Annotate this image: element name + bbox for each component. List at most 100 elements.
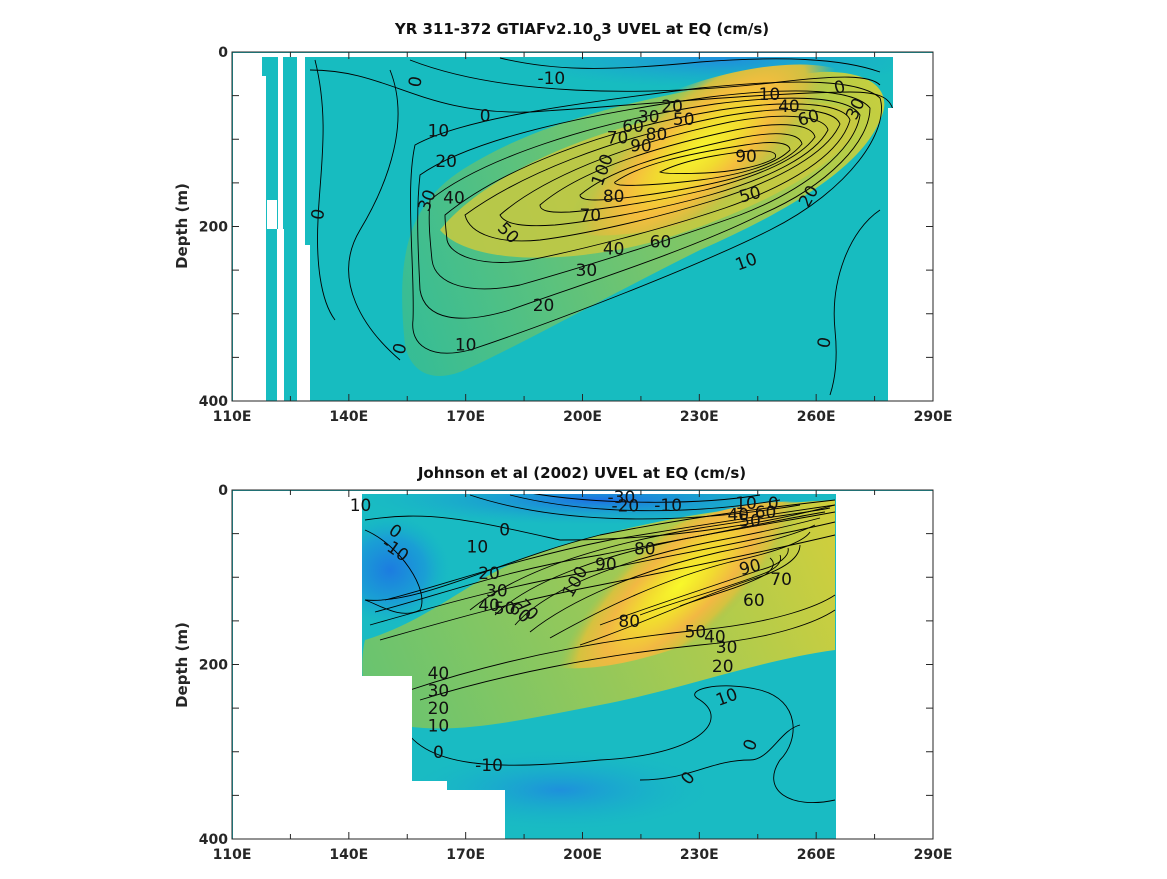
- top-contour-label: 90: [735, 147, 757, 167]
- bottom-contour-label: 0: [433, 743, 444, 763]
- bottom-contour-label: 80: [618, 612, 640, 632]
- bottom-masks: [233, 491, 933, 839]
- top-mask-1: [267, 200, 277, 229]
- bottom-mask-right: [836, 491, 933, 839]
- top-contour-label: 10: [455, 335, 477, 355]
- top-x-tick-label: 260E: [797, 409, 836, 425]
- bottom-contour-label: 30: [428, 682, 450, 702]
- bottom-chart-title: Johnson et al (2002) UVEL at EQ (cm/s): [417, 464, 746, 482]
- bottom-contour-label: 40: [428, 664, 450, 684]
- top-contour-label: 10: [428, 122, 450, 142]
- top-x-tick-label: 290E: [914, 409, 953, 425]
- bottom-contour-label: 70: [770, 570, 792, 590]
- top-x-tick-label: 110E: [213, 409, 252, 425]
- bottom-x-tick-label: 110E: [213, 847, 252, 863]
- bottom-contour-label: 60: [743, 591, 765, 611]
- top-contour-label: 0: [832, 77, 848, 99]
- top-contour-label: 90: [630, 136, 652, 156]
- top-contour-label: 40: [443, 189, 465, 209]
- top-mask-5: [262, 57, 266, 76]
- top-contour-label: 0: [405, 75, 427, 89]
- bottom-contour-label: 40: [727, 505, 749, 525]
- bottom-contour-label: 10: [350, 496, 372, 516]
- top-contour-label: 10: [759, 85, 781, 105]
- top-contour-label: 20: [533, 296, 555, 316]
- bottom-x-tick-label: 260E: [797, 847, 836, 863]
- bottom-contour-label: 40: [478, 596, 500, 616]
- top-contour-label: 70: [607, 129, 629, 149]
- top-contour-label: 80: [646, 125, 668, 145]
- top-x-tick-label: 170E: [446, 409, 485, 425]
- bottom-contour-labels: -30-20 -10-10-100000001010101010202020303…: [350, 488, 792, 789]
- top-y-tick-label: 400: [199, 394, 228, 410]
- bottom-contour-label: -10: [654, 496, 682, 516]
- top-chart-title: YR 311-372 GTIAFv2.10o3 UVEL at EQ (cm/s…: [394, 20, 769, 44]
- bottom-x-tick-label: 290E: [914, 847, 953, 863]
- bottom-x-tick-label: 170E: [446, 847, 485, 863]
- bottom-contour-label: -30: [608, 488, 636, 508]
- top-contour-label: 30: [638, 108, 660, 128]
- bottom-y-tick-label: 0: [218, 483, 228, 499]
- top-contour-label: 50: [673, 110, 695, 130]
- bottom-contour-label: 30: [486, 581, 508, 601]
- top-contour-label: 0: [480, 107, 491, 127]
- bottom-contour-label: 0: [768, 494, 779, 514]
- top-core: [534, 64, 866, 236]
- top-contour-label: 30: [576, 261, 598, 281]
- top-contour-lines: [309, 57, 894, 396]
- bottom-contour-lines: [364, 492, 836, 804]
- bottom-contour-label: 50: [739, 512, 761, 532]
- bottom-contour-label: 10: [735, 494, 757, 514]
- bottom-contour-label: 80: [634, 539, 656, 559]
- bottom-contour-label: 20: [428, 699, 450, 719]
- bottom-x-tick-label: 140E: [329, 847, 368, 863]
- top-contour-label: 20: [435, 152, 457, 172]
- top-contour-label: 60: [622, 117, 644, 137]
- top-x-tick-label: 200E: [563, 409, 602, 425]
- top-mask-4: [888, 53, 933, 401]
- bottom-contour-label: 20: [712, 657, 734, 677]
- bottom-x-tick-label: 200E: [563, 847, 602, 863]
- top-y-tick-label: 200: [199, 220, 228, 236]
- bottom-contour-label: 50: [685, 622, 707, 642]
- bottom-contour-label: -10: [475, 756, 503, 776]
- top-contour-label: 0: [814, 336, 836, 350]
- top-contour-label: 60: [650, 232, 672, 252]
- top-x-tick-label: 140E: [329, 409, 368, 425]
- top-contour-label: 40: [778, 97, 800, 117]
- top-contour-label: -10: [537, 69, 565, 89]
- top-mask-2: [277, 57, 284, 401]
- bottom-y-axis-label: Depth (m): [173, 622, 191, 708]
- top-contour-label: 0: [389, 341, 411, 357]
- bottom-mask-top-strip: [362, 491, 836, 494]
- bottom-contour-label: 10: [467, 538, 489, 558]
- top-contour-label: 0: [308, 207, 330, 221]
- top-contour-label: 80: [603, 187, 625, 207]
- top-masks: [233, 53, 933, 401]
- bottom-mask: [233, 491, 505, 839]
- bottom-contour-label: 20: [478, 564, 500, 584]
- top-y-tick-label: 0: [218, 45, 228, 61]
- bottom-contour-label: 50: [494, 599, 516, 619]
- bottom-contour-label: 40: [704, 628, 726, 648]
- bottom-contour-label: 10: [428, 717, 450, 737]
- bottom-contour-label: 0: [499, 520, 510, 540]
- bottom-field: -30-20 -10-10-100000001010101010202020303…: [232, 488, 933, 839]
- bottom-contour-label: 90: [595, 555, 617, 575]
- bottom-y-tick-label: 200: [199, 658, 228, 674]
- top-contour-label: 70: [579, 206, 601, 226]
- bottom-contour-label: 30: [716, 638, 738, 658]
- top-mask-3: [297, 53, 310, 401]
- top-contour-label: 40: [603, 239, 625, 259]
- bottom-contour-label: 60: [755, 503, 777, 523]
- bottom-contour-label: -20: [611, 497, 639, 517]
- top-panel: YR 311-372 GTIAFv2.10o3 UVEL at EQ (cm/s…: [173, 20, 952, 425]
- top-y-axis-label: Depth (m): [173, 183, 191, 269]
- bottom-panel: Johnson et al (2002) UVEL at EQ (cm/s): [173, 464, 952, 863]
- bottom-y-tick-label: 400: [199, 832, 228, 848]
- top-x-tick-label: 230E: [680, 409, 719, 425]
- top-mask-0: [233, 53, 266, 401]
- top-contour-label: 20: [661, 97, 683, 117]
